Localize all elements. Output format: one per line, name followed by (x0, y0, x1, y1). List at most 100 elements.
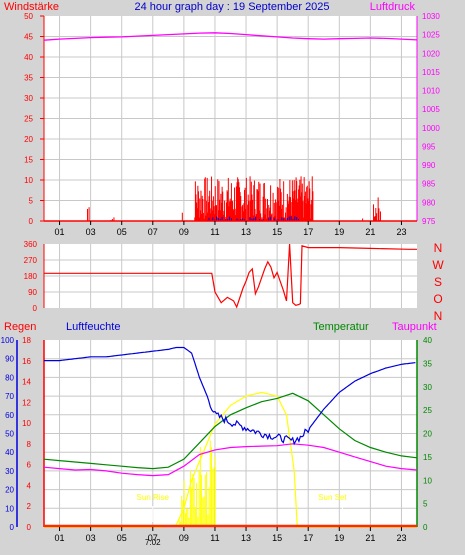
x-tick-label: 07 (148, 227, 158, 237)
compass-label: W (432, 258, 444, 272)
pressure-line (43, 32, 418, 41)
x-tick-label: 13 (241, 533, 251, 543)
pressure-tick-label: 1015 (422, 68, 440, 77)
wind-tick-label: 25 (24, 115, 33, 124)
x-tick-label: 01 (55, 533, 65, 543)
humidity-label: Luftfeuchte (66, 321, 120, 333)
rain-tick-label: 18 (22, 336, 31, 345)
x-tick-label: 15 (272, 533, 282, 543)
compass-label: N (434, 241, 443, 255)
wind-tick-label: 40 (24, 53, 33, 62)
rain-tick-label: 2 (27, 502, 32, 511)
x-tick-label: 09 (179, 533, 189, 543)
pressure-tick-label: 1020 (422, 49, 440, 58)
direction-tick-label: 360 (24, 240, 38, 249)
humidity-tick-label: 60 (5, 411, 14, 420)
wind-tick-label: 35 (24, 74, 33, 83)
humidity-line (44, 346, 416, 446)
compass-label: O (433, 292, 442, 306)
wind-tick-label: 45 (24, 33, 33, 42)
x-tick-label: 07 (148, 533, 158, 543)
wind-tick-label: 30 (24, 94, 33, 103)
humidity-tick-label: 0 (10, 523, 15, 532)
humidity-tick-label: 30 (5, 467, 14, 476)
temperature-tick-label: 40 (423, 336, 432, 345)
pressure-tick-label: 1005 (422, 105, 440, 114)
x-tick-label: 11 (210, 227, 219, 237)
dewpoint-label: Taupunkt (392, 321, 437, 333)
x-tick-label: 05 (117, 533, 127, 543)
temperature-line (43, 392, 418, 470)
pressure-tick-label: 1010 (422, 87, 440, 96)
wind-tick-label: 0 (29, 217, 34, 226)
temperature-tick-label: 0 (423, 523, 428, 532)
direction-tick-label: 0 (33, 304, 38, 313)
humidity-tick-label: 70 (5, 392, 14, 401)
x-tick-label: 17 (303, 227, 313, 237)
x-tick-label: 11 (210, 533, 219, 543)
x-tick-label: 15 (272, 227, 282, 237)
sunrise-label: Sun Rise (137, 493, 170, 502)
x-tick-label: 03 (86, 533, 96, 543)
pressure-tick-label: 1030 (422, 12, 440, 21)
x-tick-label: 17 (303, 533, 313, 543)
x-tick-label: 21 (365, 227, 375, 237)
rain-tick-label: 6 (27, 461, 32, 470)
sunset-label: Sun Set (318, 493, 347, 502)
humidity-tick-label: 90 (5, 355, 14, 364)
x-tick-label: 05 (117, 227, 127, 237)
direction-tick-label: 180 (24, 272, 38, 281)
rain-tick-label: 4 (27, 481, 32, 490)
wind-tick-label: 10 (24, 176, 33, 185)
pressure-tick-label: 980 (422, 198, 436, 207)
temperature-tick-label: 30 (423, 383, 432, 392)
direction-tick-label: 270 (24, 256, 38, 265)
x-tick-label: 09 (179, 227, 189, 237)
compass-label: S (434, 275, 442, 289)
rain-tick-label: 16 (22, 357, 31, 366)
humidity-tick-label: 10 (5, 504, 14, 513)
temperature-label: Temperatur (313, 321, 369, 333)
pressure-tick-label: 1000 (422, 124, 440, 133)
x-tick-label: 19 (334, 533, 344, 543)
pressure-label: Luftdruck (370, 1, 416, 13)
temperature-tick-label: 20 (423, 430, 432, 439)
wind-direction-line (44, 243, 417, 309)
x-tick-label: 23 (396, 533, 406, 543)
rain-tick-label: 14 (22, 378, 31, 387)
compass-label: N (434, 309, 443, 323)
wind-tick-label: 20 (24, 135, 33, 144)
temperature-tick-label: 5 (423, 500, 428, 509)
x-tick-label: 23 (396, 227, 406, 237)
rain-label: Regen (4, 321, 36, 333)
sunrise-time-label: 7:02 (145, 538, 161, 547)
rain-tick-label: 0 (27, 523, 32, 532)
humidity-tick-label: 40 (5, 448, 14, 457)
pressure-tick-label: 985 (422, 180, 436, 189)
pressure-tick-label: 995 (422, 142, 436, 151)
wind-tick-label: 5 (29, 197, 34, 206)
humidity-tick-label: 20 (5, 486, 14, 495)
rain-tick-label: 8 (27, 440, 32, 449)
chart-title: 24 hour graph day : 19 September 2025 (134, 1, 329, 13)
pressure-tick-label: 990 (422, 161, 436, 170)
pressure-tick-label: 975 (422, 217, 436, 226)
temperature-tick-label: 15 (423, 453, 432, 462)
x-tick-label: 21 (365, 533, 375, 543)
wind-tick-label: 15 (24, 156, 33, 165)
rain-tick-label: 12 (22, 398, 31, 407)
humidity-tick-label: 80 (5, 373, 14, 382)
dewpoint-line (43, 443, 418, 477)
pressure-tick-label: 1025 (422, 31, 440, 40)
direction-tick-label: 90 (28, 288, 37, 297)
x-tick-label: 19 (334, 227, 344, 237)
humidity-tick-label: 100 (1, 336, 15, 345)
temperature-tick-label: 10 (423, 476, 432, 485)
rain-tick-label: 10 (22, 419, 31, 428)
temperature-tick-label: 25 (423, 406, 432, 415)
x-tick-label: 13 (241, 227, 251, 237)
temperature-tick-label: 35 (423, 359, 432, 368)
humidity-tick-label: 50 (5, 430, 14, 439)
